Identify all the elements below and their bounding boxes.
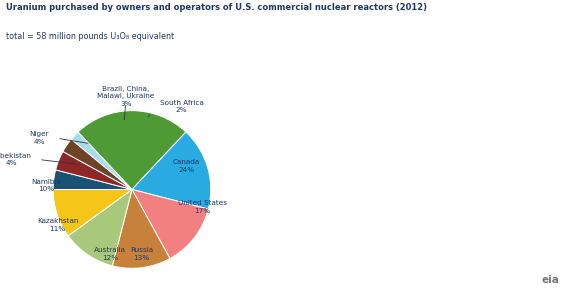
Wedge shape	[68, 190, 132, 266]
Text: Namibia
10%: Namibia 10%	[31, 179, 61, 192]
Text: South Africa
2%: South Africa 2%	[160, 100, 203, 113]
Wedge shape	[132, 132, 211, 209]
Text: Niger
4%: Niger 4%	[30, 132, 49, 145]
Text: total = 58 million pounds U₃O₈ equivalent: total = 58 million pounds U₃O₈ equivalen…	[6, 32, 174, 41]
Text: Australia
12%: Australia 12%	[94, 247, 126, 261]
Wedge shape	[71, 132, 132, 190]
Text: Kazakhstan
11%: Kazakhstan 11%	[37, 218, 79, 232]
Wedge shape	[113, 190, 170, 268]
Text: Russia
13%: Russia 13%	[130, 247, 153, 261]
Wedge shape	[56, 151, 132, 190]
Wedge shape	[63, 139, 132, 190]
Text: Canada
24%: Canada 24%	[173, 159, 200, 173]
Text: Brazil, China,
Malawi, Ukraine
3%: Brazil, China, Malawi, Ukraine 3%	[97, 86, 154, 107]
Text: United States
17%: United States 17%	[178, 200, 227, 214]
Text: Uzbekistan
4%: Uzbekistan 4%	[0, 153, 31, 166]
Text: eia: eia	[542, 275, 560, 285]
Wedge shape	[132, 190, 208, 259]
Wedge shape	[53, 190, 132, 236]
Text: Uranium purchased by owners and operators of U.S. commercial nuclear reactors (2: Uranium purchased by owners and operator…	[6, 3, 426, 12]
Wedge shape	[78, 111, 186, 190]
Wedge shape	[53, 170, 132, 190]
